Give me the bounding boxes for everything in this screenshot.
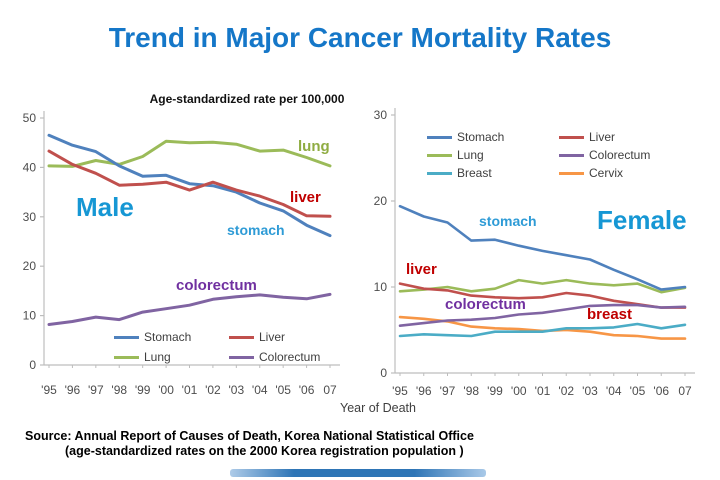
y-tick-label: 10 [23, 309, 37, 323]
x-tick-label: '95 [392, 384, 408, 398]
y-tick-label: 40 [23, 160, 37, 174]
series-line-lung [47, 139, 332, 168]
female-chart: 0 10 20 30 '95 '96 '97 '98 '99 '00 '01 '02 '03 '04 '05… [367, 104, 709, 406]
y-tick-label: 20 [374, 194, 388, 208]
chart-label-colorectum: colorectum [445, 296, 526, 313]
female-chart-legend: Stomach Liver Lung Colorectum Breast Cervix [427, 130, 677, 180]
x-tick-label: '03 [582, 384, 598, 398]
legend-swatch-lung [114, 355, 139, 359]
x-tick-label: '01 [535, 384, 551, 398]
x-tick-label: '99 [487, 384, 503, 398]
chart-units-subtitle: Age-standardized rate per 100,000 [149, 92, 345, 106]
y-tick-label: 30 [23, 210, 37, 224]
x-tick-label: '04 [606, 384, 622, 398]
chart-label-stomach: stomach [227, 222, 285, 238]
legend-item-lung: Lung [114, 350, 219, 364]
decorative-bottom-bar [230, 469, 486, 477]
source-line-2: (age-standardized rates on the 2000 Kore… [65, 443, 464, 458]
legend-swatch-stomach [114, 335, 139, 339]
x-tick-label: '02 [558, 384, 574, 398]
male-chart: 0 10 20 30 40 50 '95 '96 '97 '98 '99 '00 '01 '02 '03 '0… [14, 106, 346, 398]
x-tick-label: 07 [323, 383, 337, 397]
x-tick-label: '00 [158, 383, 174, 397]
legend-label: Colorectum [589, 148, 651, 162]
legend-swatch-colorectum [559, 153, 584, 157]
x-tick-label: '98 [463, 384, 479, 398]
legend-label: Stomach [144, 330, 192, 344]
chart-label-liver: liver [406, 261, 437, 278]
y-tick-label: 0 [29, 358, 36, 372]
x-tick-label: '96 [416, 384, 432, 398]
x-tick-label: 07 [678, 384, 692, 398]
legend-item-lung: Lung [427, 148, 549, 162]
legend-item-liver: Liver [229, 330, 349, 344]
series-line-stomach [398, 204, 687, 291]
page-title: Trend in Major Cancer Mortality Rates [108, 22, 612, 53]
x-tick-label: '96 [65, 383, 81, 397]
chart-label-stomach: stomach [479, 213, 537, 229]
male-chart-legend: Stomach Liver Lung Colorectum [114, 330, 349, 364]
x-axis-title: Year of Death [340, 401, 416, 415]
y-tick-label: 20 [23, 259, 37, 273]
x-tick-label: '00 [511, 384, 527, 398]
legend-label: Stomach [457, 130, 505, 144]
legend-label: Colorectum [259, 350, 321, 364]
male-chart-svg: 0 10 20 30 40 50 '95 '96 '97 '98 '99 '00 '01 '02 '03 '0… [23, 111, 340, 397]
legend-item-cervix: Cervix [559, 166, 677, 180]
legend-label: Breast [457, 166, 492, 180]
legend-item-breast: Breast [427, 166, 549, 180]
x-tick-label: '99 [135, 383, 151, 397]
legend-item-colorectum: Colorectum [229, 350, 349, 364]
y-tick-label: 0 [380, 366, 387, 380]
y-tick-label: 10 [374, 280, 388, 294]
y-tick-label: 30 [374, 108, 388, 122]
y-tick-label: 50 [23, 111, 37, 125]
x-tick-label: '03 [229, 383, 245, 397]
series-line-colorectum [47, 292, 332, 326]
chart-label-male: Male [76, 192, 134, 222]
x-tick-label: '97 [88, 383, 104, 397]
female-chart-svg: 0 10 20 30 '95 '96 '97 '98 '99 '00 '01 '02 '03 '04 '05… [374, 108, 695, 398]
x-tick-label: '06 [653, 384, 669, 398]
legend-label: Lung [457, 148, 484, 162]
x-tick-label: '01 [182, 383, 198, 397]
legend-swatch-stomach [427, 135, 452, 139]
legend-swatch-lung [427, 153, 452, 157]
series-line-stomach [47, 133, 332, 238]
x-tick-label: '02 [205, 383, 221, 397]
legend-swatch-cervix [559, 171, 584, 175]
x-tick-label: '97 [440, 384, 456, 398]
x-tick-label: '05 [275, 383, 291, 397]
legend-label: Lung [144, 350, 171, 364]
legend-swatch-colorectum [229, 355, 254, 359]
series-line-lung [398, 278, 687, 294]
legend-item-stomach: Stomach [427, 130, 549, 144]
legend-item-colorectum: Colorectum [559, 148, 677, 162]
chart-label-colorectum: colorectum [176, 277, 257, 294]
chart-label-breast: breast [587, 306, 633, 323]
chart-label-liver: liver [290, 189, 321, 206]
source-note: Source: Annual Report of Causes of Death… [25, 429, 474, 459]
legend-label: Liver [259, 330, 286, 344]
legend-item-stomach: Stomach [114, 330, 219, 344]
x-tick-label: '98 [111, 383, 127, 397]
legend-label: Cervix [589, 166, 624, 180]
legend-label: Liver [589, 130, 616, 144]
x-tick-label: '05 [630, 384, 646, 398]
source-line-1: Source: Annual Report of Causes of Death… [25, 429, 474, 443]
x-tick-label: '04 [252, 383, 268, 397]
legend-swatch-breast [427, 171, 452, 175]
x-tick-label: '06 [299, 383, 315, 397]
legend-swatch-liver [559, 135, 584, 139]
chart-label-lung: lung [298, 138, 330, 155]
series-line-liver [47, 149, 332, 218]
x-tick-label: '95 [41, 383, 57, 397]
legend-swatch-liver [229, 335, 254, 339]
series-line-colorectum [398, 303, 687, 327]
chart-label-female: Female [597, 205, 687, 235]
series-line-breast [398, 322, 687, 338]
legend-item-liver: Liver [559, 130, 677, 144]
